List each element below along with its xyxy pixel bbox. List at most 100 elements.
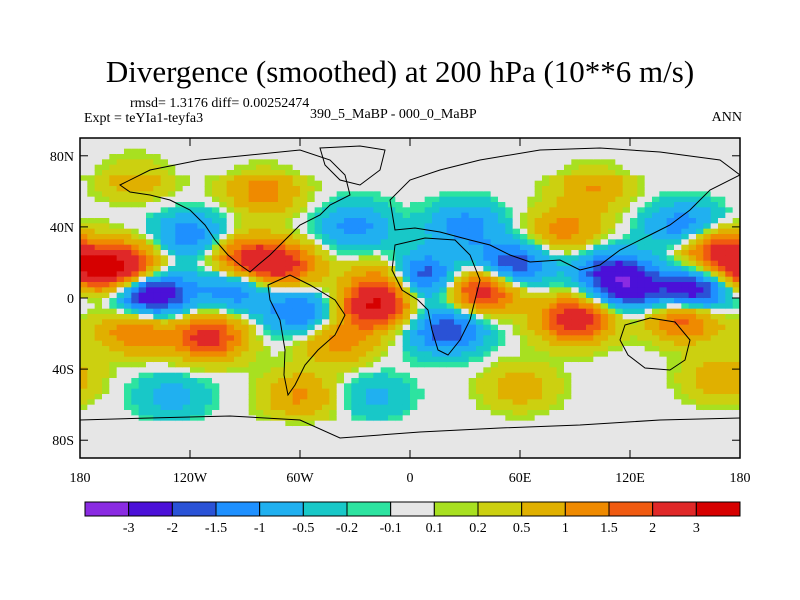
field-cell [248, 260, 257, 267]
field-cell [564, 383, 572, 390]
field-cell [307, 212, 316, 219]
field-cell [146, 175, 154, 182]
field-cell [490, 212, 499, 219]
field-cell [461, 426, 470, 432]
field-cell [124, 452, 132, 458]
field-cell [373, 186, 382, 192]
field-cell [102, 324, 110, 331]
field-cell [248, 340, 257, 347]
field-cell [116, 367, 125, 374]
field-cell [571, 351, 580, 358]
field-cell [131, 276, 140, 283]
field-cell [615, 426, 624, 432]
field-cell [476, 383, 484, 390]
field-cell [87, 244, 96, 251]
field-cell [388, 447, 396, 454]
field-cell [373, 244, 382, 251]
field-cell [153, 298, 162, 304]
field-cell [256, 186, 264, 192]
field-cell [94, 223, 103, 230]
field-cell [556, 292, 565, 299]
field-cell [300, 394, 308, 400]
field-cell [160, 394, 169, 400]
field-cell [168, 351, 176, 358]
field-cell [131, 399, 140, 406]
field-cell [138, 148, 147, 155]
field-cell [637, 372, 646, 379]
field-cell [94, 250, 103, 256]
field-cell [446, 378, 455, 384]
field-cell [138, 420, 147, 427]
field-cell [153, 202, 162, 208]
field-cell [637, 138, 646, 144]
field-cell [549, 388, 558, 395]
field-cell [512, 292, 521, 299]
field-cell [138, 452, 147, 458]
field-cell [615, 335, 624, 342]
field-cell [322, 218, 330, 224]
field-cell [512, 186, 521, 192]
field-cell [234, 388, 242, 395]
field-cell [241, 148, 250, 155]
field-cell [593, 431, 602, 438]
field-cell [380, 255, 389, 262]
field-cell [248, 164, 257, 171]
field-cell [182, 276, 191, 283]
field-cell [131, 271, 140, 278]
field-cell [116, 415, 125, 422]
field-cell [336, 138, 345, 144]
field-cell [586, 298, 594, 304]
field-cell [461, 207, 470, 214]
field-cell [446, 202, 455, 208]
field-cell [476, 436, 484, 443]
field-cell [336, 362, 345, 368]
field-cell [256, 431, 264, 438]
field-cell [175, 442, 184, 448]
field-cell [146, 164, 154, 171]
field-cell [615, 378, 624, 384]
field-cell [622, 415, 631, 422]
field-cell [278, 234, 286, 240]
field-cell [241, 159, 250, 166]
field-cell [366, 148, 374, 155]
field-cell [630, 383, 638, 390]
field-cell [380, 426, 389, 432]
field-cell [681, 420, 690, 427]
field-cell [336, 191, 345, 198]
field-cell [380, 340, 389, 347]
field-cell [212, 383, 220, 390]
field-cell [241, 170, 250, 176]
field-cell [131, 330, 140, 336]
field-cell [608, 388, 616, 395]
field-cell [380, 324, 389, 331]
field-cell [674, 356, 682, 363]
field-cell [336, 436, 345, 443]
field-cell [116, 239, 125, 246]
field-cell [417, 287, 426, 294]
field-cell [608, 442, 616, 448]
field-cell [109, 452, 118, 458]
field-cell [476, 410, 484, 416]
field-cell [608, 372, 616, 379]
field-cell [542, 346, 550, 352]
field-cell [512, 207, 521, 214]
field-cell [630, 442, 638, 448]
field-cell [153, 170, 162, 176]
field-cell [578, 372, 587, 379]
field-cell [490, 170, 499, 176]
field-cell [380, 159, 389, 166]
field-cell [80, 319, 88, 326]
field-cell [549, 143, 558, 150]
field-cell [681, 244, 690, 251]
field-cell [476, 218, 484, 224]
field-cell [564, 170, 572, 176]
field-cell [534, 138, 543, 144]
field-cell [102, 314, 110, 320]
field-cell [395, 292, 404, 299]
field-cell [593, 447, 602, 454]
field-cell [432, 212, 440, 219]
field-cell [263, 202, 272, 208]
field-cell [175, 180, 184, 187]
field-cell [102, 260, 110, 267]
field-cell [432, 335, 440, 342]
